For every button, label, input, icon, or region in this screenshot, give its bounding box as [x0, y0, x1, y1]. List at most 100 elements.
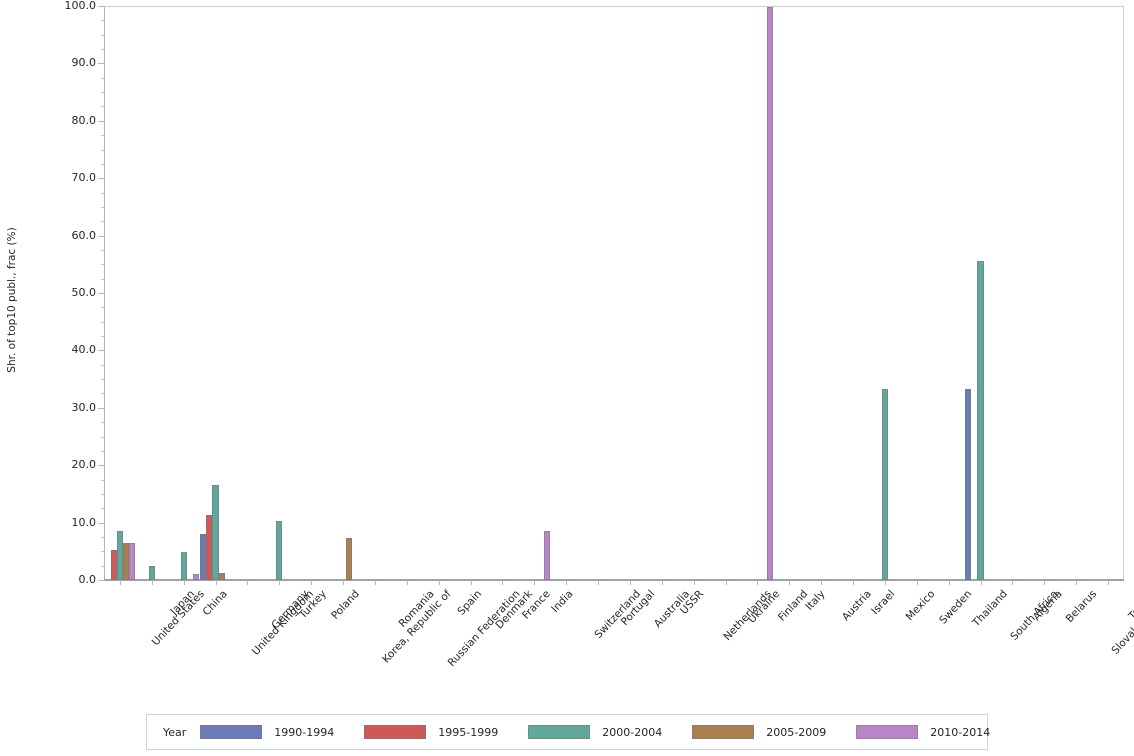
y-minor-tick-mark — [100, 206, 104, 208]
y-minor-tick-mark — [100, 436, 104, 438]
y-minor-tick-mark — [100, 135, 104, 137]
bar — [200, 534, 207, 580]
y-minor-tick-mark — [100, 551, 104, 553]
y-tick-label: 40.0 — [71, 343, 97, 357]
y-tick-mark — [98, 465, 104, 467]
y-tick-mark — [98, 120, 104, 122]
legend-label: 1995-1999 — [438, 725, 499, 739]
x-tick-mark — [916, 580, 918, 585]
y-minor-tick-mark — [100, 479, 104, 481]
x-tick-label: Russian Federation — [445, 588, 523, 670]
y-tick-label: 70.0 — [71, 171, 97, 185]
legend-label: 2000-2004 — [602, 725, 663, 739]
y-minor-tick-mark — [100, 422, 104, 424]
bar — [276, 521, 283, 580]
y-minor-tick-mark — [100, 336, 104, 338]
y-tick-label: 20.0 — [71, 458, 97, 472]
y-tick-mark — [98, 63, 104, 65]
y-tick-label: 100.0 — [64, 0, 97, 12]
x-tick-label: Italy — [803, 588, 828, 613]
y-minor-tick-mark — [100, 278, 104, 280]
x-tick-mark — [566, 580, 568, 585]
legend-entry[interactable]: 2010-2014 — [856, 725, 1020, 739]
x-tick-label: Sweden — [937, 588, 975, 627]
y-minor-tick-mark — [100, 249, 104, 251]
axis-spine-left — [104, 6, 105, 580]
y-minor-tick-mark — [100, 49, 104, 51]
legend-entry[interactable]: 1990-1994 — [200, 725, 364, 739]
legend-entries: 1990-1994 1995-1999 2000-2004 2005-2009 2010… — [200, 725, 1020, 739]
bar — [123, 543, 130, 580]
x-tick-mark — [374, 580, 376, 585]
x-tick-label: China — [200, 588, 230, 619]
legend-swatch — [364, 725, 427, 739]
x-tick-mark — [470, 580, 472, 585]
y-minor-tick-mark — [100, 264, 104, 266]
x-tick-mark — [853, 580, 855, 585]
x-tick-mark — [311, 580, 313, 585]
bar — [881, 389, 889, 580]
y-minor-tick-mark — [100, 379, 104, 381]
legend-swatch — [528, 725, 591, 739]
bar — [192, 574, 200, 580]
y-minor-tick-mark — [100, 192, 104, 194]
legend-entry[interactable]: 2005-2009 — [692, 725, 856, 739]
x-tick-label: Poland — [329, 588, 363, 622]
x-tick-mark — [821, 580, 823, 585]
y-tick-mark — [98, 235, 104, 237]
y-axis-label: Shr. of top10 publ., frac (%) — [6, 0, 18, 372]
bar — [212, 484, 219, 580]
y-minor-tick-mark — [100, 536, 104, 538]
x-tick-mark — [1076, 580, 1078, 585]
x-tick-label: Slovak Republic — [1109, 588, 1134, 657]
y-minor-tick-mark — [100, 493, 104, 495]
y-minor-tick-mark — [100, 393, 104, 395]
bar — [110, 549, 117, 580]
x-tick-label: Thailand — [970, 588, 1010, 630]
legend-swatch — [200, 725, 263, 739]
x-tick-label: India — [549, 588, 576, 616]
x-axis-tick-labels: United States Japan China United Kingdom Ger… — [104, 586, 1134, 696]
y-tick-mark — [98, 522, 104, 524]
y-tick-label: 10.0 — [71, 515, 97, 529]
bar — [965, 389, 972, 580]
x-tick-mark — [1044, 580, 1046, 585]
x-tick-label: Belarus — [1063, 588, 1100, 626]
y-minor-tick-mark — [100, 307, 104, 309]
x-tick-mark — [183, 580, 185, 585]
y-minor-tick-mark — [100, 565, 104, 567]
axis-spine-top — [104, 6, 1124, 7]
plot-area — [98, 6, 1124, 585]
x-tick-mark — [279, 580, 281, 585]
x-tick-mark — [948, 580, 950, 585]
x-tick-mark — [789, 580, 791, 585]
x-tick-mark — [438, 580, 440, 585]
x-tick-mark — [406, 580, 408, 585]
bar — [543, 530, 550, 580]
chart-legend: Year 1990-1994 1995-1999 2000-2004 2005-200… — [146, 714, 990, 750]
bar — [218, 573, 225, 580]
legend-entry[interactable]: 1995-1999 — [364, 725, 528, 739]
y-tick-mark — [98, 293, 104, 294]
bar — [766, 7, 773, 580]
y-minor-tick-mark — [100, 77, 104, 79]
bar — [180, 552, 187, 580]
legend-label: 2005-2009 — [766, 725, 827, 739]
x-tick-mark — [884, 580, 886, 585]
bar — [346, 538, 353, 580]
y-minor-tick-mark — [100, 106, 104, 108]
x-tick-mark — [1108, 580, 1110, 585]
y-tick-label: 50.0 — [71, 286, 97, 299]
legend-label: 2010-2014 — [930, 725, 991, 739]
y-minor-tick-mark — [100, 508, 104, 510]
x-tick-label: Mexico — [903, 588, 938, 624]
y-tick-mark — [98, 6, 104, 7]
y-minor-tick-mark — [100, 20, 104, 22]
axis-spine-bottom — [104, 579, 1124, 581]
legend-entry[interactable]: 2000-2004 — [528, 725, 692, 739]
y-tick-label: 60.0 — [71, 228, 97, 242]
x-tick-mark — [119, 580, 121, 585]
y-minor-tick-mark — [100, 221, 104, 223]
legend-title: Year — [163, 725, 187, 739]
